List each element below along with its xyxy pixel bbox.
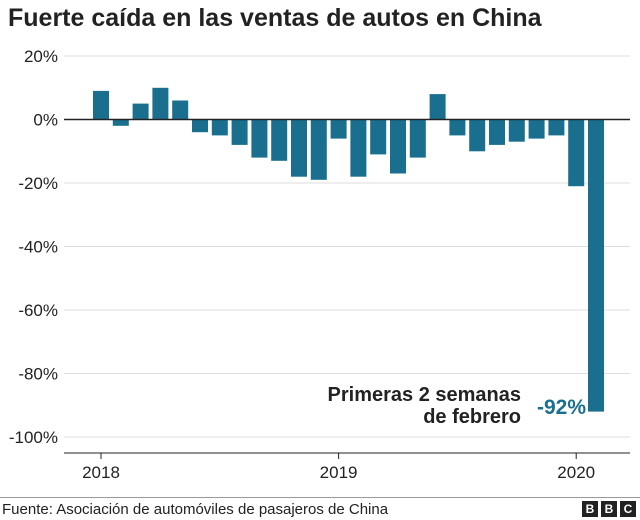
bar [350,119,367,177]
bar [132,103,149,120]
bar [152,87,169,120]
bar [291,119,307,177]
y-tick-label: 20% [24,47,58,66]
bar [390,119,406,174]
x-tick-label: 2020 [557,463,595,482]
x-tick-label: 2018 [82,463,120,482]
bar-chart: 20%0%-20%-40%-60%-80%-100% 2018 2019 2020 … [9,47,630,482]
bar [112,119,129,126]
footer-divider [0,497,640,498]
bar [528,119,545,139]
bar [93,90,109,120]
bar [271,119,288,161]
gridlines [64,55,630,438]
y-tick-label: -80% [18,365,58,384]
bbc-logo: B B C [582,501,636,517]
bar [429,94,446,120]
bar [172,100,189,120]
y-axis-tick-labels: 20% 0% -20% -40% -60% -80% -100% [9,47,58,447]
bar [251,119,268,158]
bar [489,119,505,145]
bar [449,119,466,136]
annotation-line-2: de febrero [423,406,521,428]
bar [231,119,248,145]
logo-letter: B [601,501,617,517]
x-axis: 2018 2019 2020 [64,452,630,482]
bar [310,119,327,180]
bar [370,119,387,155]
bar [568,119,585,187]
y-tick-label: 0% [33,111,58,130]
bar [548,119,565,136]
bar [211,119,228,136]
logo-letter: B [582,501,598,517]
source-note: Fuente: Asociación de automóviles de pas… [2,501,389,518]
annotation-value-label: -92% [537,396,586,419]
logo-letter: C [620,501,636,517]
annotation-line-1: Primeras 2 semanas [328,384,521,406]
bar [508,119,525,142]
bar [469,119,486,152]
bar [330,119,347,139]
x-tick-label: 2019 [320,463,358,482]
y-tick-label: -20% [18,174,58,193]
bar [192,119,208,133]
chart-title: Fuerte caída en las ventas de autos en C… [8,4,542,32]
y-tick-label: -60% [18,301,58,320]
bar [409,119,426,158]
y-tick-label: -40% [18,238,58,257]
bar [588,119,604,412]
bars [93,87,604,412]
annotation: Primeras 2 semanas de febrero -92% [328,384,587,428]
y-tick-label: -100% [9,428,58,447]
